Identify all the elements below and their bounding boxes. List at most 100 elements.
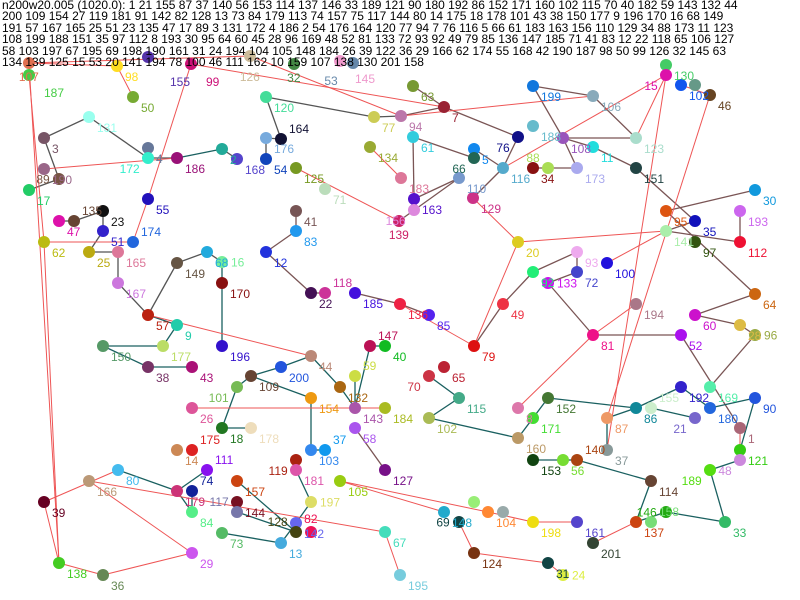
graph-node bbox=[587, 141, 599, 153]
graph-node bbox=[68, 215, 80, 227]
route-edge bbox=[413, 177, 460, 200]
graph-node bbox=[394, 569, 406, 581]
graph-node bbox=[171, 257, 183, 269]
node-label: 164 bbox=[289, 122, 309, 136]
node-label: 34 bbox=[541, 172, 555, 186]
graph-node bbox=[142, 142, 154, 154]
graph-node bbox=[244, 50, 256, 62]
graph-node bbox=[512, 236, 524, 248]
graph-node bbox=[438, 361, 450, 373]
route-edge bbox=[176, 148, 223, 159]
graph-node bbox=[379, 402, 391, 414]
route-edge bbox=[428, 397, 460, 419]
graph-node bbox=[260, 91, 272, 103]
graph-node bbox=[601, 412, 613, 424]
graph-node bbox=[186, 444, 198, 456]
graph-node bbox=[83, 111, 95, 123]
graph-node bbox=[83, 475, 95, 487]
node-label: 17 bbox=[37, 194, 51, 208]
node-label: 176 bbox=[274, 142, 294, 156]
graph-node bbox=[453, 392, 465, 404]
graph-node bbox=[527, 412, 539, 424]
graph-node bbox=[171, 485, 183, 497]
node-label: 50 bbox=[141, 101, 155, 115]
graph-node bbox=[334, 475, 346, 487]
graph-node bbox=[142, 361, 154, 373]
route-edge bbox=[88, 116, 149, 159]
route-edge bbox=[635, 167, 696, 222]
route-edge-red bbox=[592, 521, 637, 544]
graph-node bbox=[438, 506, 450, 518]
node-label: 172 bbox=[120, 162, 140, 176]
node-label: 70 bbox=[407, 380, 421, 394]
route-edge-red bbox=[249, 55, 402, 117]
node-label: 3 bbox=[52, 142, 59, 156]
node-label: 80 bbox=[126, 474, 140, 488]
graph-node bbox=[542, 557, 554, 569]
node-label: 5 bbox=[482, 153, 489, 167]
graph-node bbox=[245, 422, 257, 434]
route-edge-red bbox=[43, 501, 60, 564]
node-label: 79 bbox=[482, 350, 496, 364]
graph-node bbox=[142, 193, 154, 205]
graph-node bbox=[689, 236, 701, 248]
graph-node bbox=[675, 329, 687, 341]
node-label: 109 bbox=[259, 380, 279, 394]
node-label: 146 bbox=[637, 506, 657, 520]
graph-node bbox=[290, 454, 302, 466]
node-label: 40 bbox=[393, 350, 407, 364]
node-label: 63 bbox=[421, 90, 435, 104]
graph-node bbox=[288, 58, 300, 70]
route-edge bbox=[473, 303, 504, 347]
graph-node bbox=[542, 277, 554, 289]
node-label: 81 bbox=[601, 339, 615, 353]
route-edge-red bbox=[399, 303, 475, 347]
node-label: 171 bbox=[541, 422, 561, 436]
route-edge bbox=[265, 96, 375, 118]
route-edge bbox=[665, 230, 741, 243]
node-label: 160 bbox=[526, 442, 546, 456]
graph-node bbox=[260, 153, 272, 165]
route-edge bbox=[43, 116, 90, 139]
node-label: 188 bbox=[541, 130, 561, 144]
route-edge bbox=[354, 427, 386, 471]
route-edge bbox=[398, 177, 460, 222]
node-label: 22 bbox=[319, 297, 333, 311]
graph-node bbox=[704, 381, 716, 393]
graph-node bbox=[111, 60, 123, 72]
graph-node bbox=[645, 516, 657, 528]
node-label: 36 bbox=[111, 579, 125, 593]
node-label: 69 bbox=[436, 516, 450, 530]
graph-node bbox=[527, 120, 539, 132]
graph-node bbox=[38, 132, 50, 144]
node-label: 39 bbox=[52, 506, 66, 520]
graph-node bbox=[749, 392, 761, 404]
graph-node bbox=[216, 143, 228, 155]
graph-node bbox=[305, 444, 317, 456]
graph-node bbox=[689, 215, 701, 227]
graph-node bbox=[231, 475, 243, 487]
node-label: 82 bbox=[304, 512, 318, 526]
route-edge-red bbox=[190, 63, 445, 108]
node-label: 59 bbox=[363, 359, 377, 373]
route-edge bbox=[236, 511, 297, 533]
route-edge-red bbox=[606, 230, 667, 264]
node-label: 111 bbox=[215, 453, 234, 467]
graph-node bbox=[364, 141, 376, 153]
node-label: 43 bbox=[200, 371, 214, 385]
graph-node bbox=[142, 309, 154, 321]
node-label: 180 bbox=[718, 412, 738, 426]
graph-node bbox=[216, 422, 228, 434]
node-label: 28 bbox=[748, 329, 762, 343]
graph-node bbox=[97, 340, 109, 352]
graph-node bbox=[645, 402, 657, 414]
node-label: 96 bbox=[764, 329, 778, 343]
route-edge bbox=[665, 511, 726, 523]
node-label: 98 bbox=[125, 70, 139, 84]
route-edge bbox=[43, 137, 60, 180]
route-edge bbox=[250, 375, 312, 399]
graph-node bbox=[587, 329, 599, 341]
node-label: 44 bbox=[319, 360, 333, 374]
